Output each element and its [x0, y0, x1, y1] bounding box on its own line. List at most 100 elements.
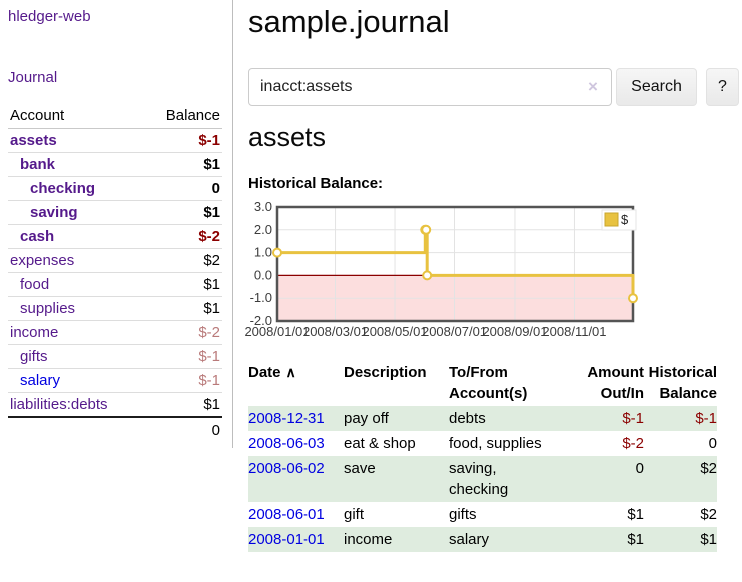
account-row: bank $1 — [8, 153, 222, 177]
register-description: gift — [344, 506, 365, 523]
account-balance: $-1 — [198, 348, 220, 365]
register-amount: $-1 — [622, 410, 644, 427]
svg-text:$: $ — [621, 212, 629, 227]
account-link[interactable]: liabilities:debts — [10, 396, 108, 413]
account-row: salary $-1 — [8, 369, 222, 393]
svg-text:2008/07/01: 2008/07/01 — [422, 324, 487, 339]
account-balance: $-1 — [198, 372, 220, 389]
account-link[interactable]: income — [10, 324, 59, 341]
account-row: food $1 — [8, 273, 222, 297]
account-row: cash $-2 — [8, 225, 222, 249]
register-header-description: Description — [344, 364, 427, 381]
register-description: eat & shop — [344, 435, 416, 452]
register-row: 2008-06-01 gift gifts $1 $2 — [248, 502, 717, 527]
register-row: 2008-06-02 save saving, checking 0 $2 — [248, 456, 717, 502]
help-button[interactable]: ? — [706, 68, 739, 106]
chart-label: Historical Balance: — [248, 175, 384, 192]
register-row: 2008-06-03 eat & shop food, supplies $-2… — [248, 431, 717, 456]
account-row: liabilities:debts $1 — [8, 393, 222, 416]
register-balance: $1 — [700, 531, 717, 548]
register-accounts: food, supplies — [449, 435, 542, 452]
account-link[interactable]: salary — [20, 372, 61, 389]
account-balance: $1 — [203, 204, 220, 221]
account-row: gifts $-1 — [8, 345, 222, 369]
register-accounts: gifts — [449, 506, 477, 523]
register-date-link[interactable]: 2008-12-31 — [248, 410, 325, 427]
accounts-panel: Account Balance assets $-1 bank $1 check… — [8, 103, 222, 443]
account-link[interactable]: checking — [30, 180, 96, 197]
account-balance: $1 — [203, 300, 220, 317]
register-amount: $1 — [627, 531, 644, 548]
svg-text:2008/11/01: 2008/11/01 — [542, 324, 606, 339]
account-rows: assets $-1 bank $1 checking 0 saving $1 … — [8, 129, 222, 416]
account-row: income $-2 — [8, 321, 222, 345]
svg-text:2.0: 2.0 — [254, 222, 272, 237]
register-rows: 2008-12-31 pay off debts $-1 $-1 2008-06… — [248, 406, 717, 552]
svg-text:-1.0: -1.0 — [250, 290, 272, 305]
account-row: saving $1 — [8, 201, 222, 225]
register-amount: $-2 — [622, 435, 644, 452]
account-balance: $-1 — [198, 132, 220, 149]
svg-text:2008/09/01: 2008/09/01 — [482, 324, 547, 339]
account-link[interactable]: gifts — [20, 348, 48, 365]
register-header: Date ∧ Description To/From Account(s) Amo… — [248, 362, 717, 406]
account-link[interactable]: assets — [10, 132, 57, 149]
account-row: supplies $1 — [8, 297, 222, 321]
register-date-link[interactable]: 2008-06-02 — [248, 460, 325, 477]
register-table: Date ∧ Description To/From Account(s) Amo… — [248, 362, 717, 552]
register-accounts: debts — [449, 410, 486, 427]
register-balance: $-1 — [695, 410, 717, 427]
register-description: save — [344, 460, 376, 477]
clear-search-icon[interactable]: × — [588, 77, 598, 96]
register-amount: $1 — [627, 506, 644, 523]
account-row: expenses $2 — [8, 249, 222, 273]
register-date-link[interactable]: 2008-01-01 — [248, 531, 325, 548]
register-date-link[interactable]: 2008-06-01 — [248, 506, 325, 523]
svg-text:3.0: 3.0 — [254, 199, 272, 214]
register-row: 2008-01-01 income salary $1 $1 — [248, 527, 717, 552]
sidebar: hledger-web Journal Account Balance asse… — [0, 0, 233, 448]
accounts-header: Account Balance — [8, 103, 222, 129]
account-balance: $2 — [203, 252, 220, 269]
accounts-header-balance: Balance — [165, 107, 220, 124]
register-accounts: salary — [449, 531, 490, 548]
account-balance: $-2 — [198, 324, 220, 341]
nav-journal-link[interactable]: Journal — [8, 69, 58, 86]
account-balance: $1 — [203, 396, 220, 413]
svg-text:0.0: 0.0 — [254, 267, 272, 282]
svg-text:2008/03/01: 2008/03/01 — [303, 324, 368, 339]
account-link[interactable]: saving — [30, 204, 78, 221]
account-link[interactable]: food — [20, 276, 50, 293]
accounts-header-account: Account — [10, 107, 65, 124]
account-row: checking 0 — [8, 177, 222, 201]
account-balance: 0 — [211, 180, 220, 197]
register-accounts: saving, checking — [449, 460, 509, 498]
account-link[interactable]: bank — [20, 156, 56, 173]
search-input[interactable] — [248, 68, 612, 106]
account-balance: $-2 — [198, 228, 220, 245]
register-description: pay off — [344, 410, 389, 427]
svg-text:2008/05/01: 2008/05/01 — [362, 324, 427, 339]
account-balance: $1 — [203, 276, 220, 293]
account-link[interactable]: supplies — [20, 300, 76, 317]
register-header-date: Date ∧ — [248, 364, 296, 381]
register-header-amount: Amount Out/In — [587, 364, 644, 402]
register-description: income — [344, 531, 393, 548]
register-date-link[interactable]: 2008-06-03 — [248, 435, 325, 452]
account-row: assets $-1 — [8, 129, 222, 153]
search-button[interactable]: Search — [616, 68, 697, 106]
main-content: sample.journal × Search ? assets Histori… — [244, 0, 742, 582]
accounts-total: 0 — [8, 416, 222, 443]
account-link[interactable]: expenses — [10, 252, 75, 269]
register-balance: $2 — [700, 506, 717, 523]
brand-link[interactable]: hledger-web — [8, 8, 91, 25]
account-link[interactable]: cash — [20, 228, 55, 245]
svg-text:1.0: 1.0 — [254, 245, 272, 260]
register-amount: 0 — [635, 460, 644, 477]
svg-text:2008/01/01: 2008/01/01 — [244, 324, 309, 339]
register-header-accounts: To/From Account(s) — [449, 364, 528, 402]
svg-text:-2.0: -2.0 — [250, 313, 272, 328]
account-balance: $1 — [203, 156, 220, 173]
register-balance: $2 — [700, 460, 717, 477]
